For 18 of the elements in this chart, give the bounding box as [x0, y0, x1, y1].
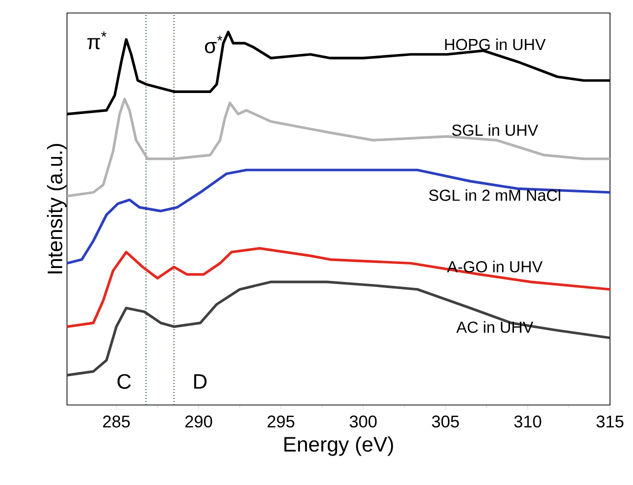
series-label: HOPG in UHV — [445, 38, 546, 50]
x-tick-label: 300 — [350, 416, 377, 428]
x-tick-label: 315 — [596, 416, 624, 428]
x-tick-label: 290 — [185, 416, 212, 428]
annotation: D — [194, 374, 207, 389]
series-label: SGL in UHV — [452, 124, 538, 136]
series-label: SGL in 2 mM NaCl — [429, 189, 560, 201]
x-tick-label: 305 — [432, 416, 459, 428]
series-label: A-GO in UHV — [447, 260, 543, 272]
x-axis-title: Energy (eV) — [284, 436, 393, 456]
x-tick-label: 310 — [514, 416, 542, 428]
annotation: σ$^{*}$ — [204, 35, 222, 54]
annotation: π$^{*}$ — [87, 32, 106, 50]
x-tick-label: 285 — [103, 416, 130, 428]
series-label: AC in UHV — [456, 321, 534, 333]
y-axis-title: Intensity (a.u.) — [46, 144, 66, 274]
annotation: C — [118, 374, 131, 389]
x-tick-label: 295 — [268, 416, 294, 428]
